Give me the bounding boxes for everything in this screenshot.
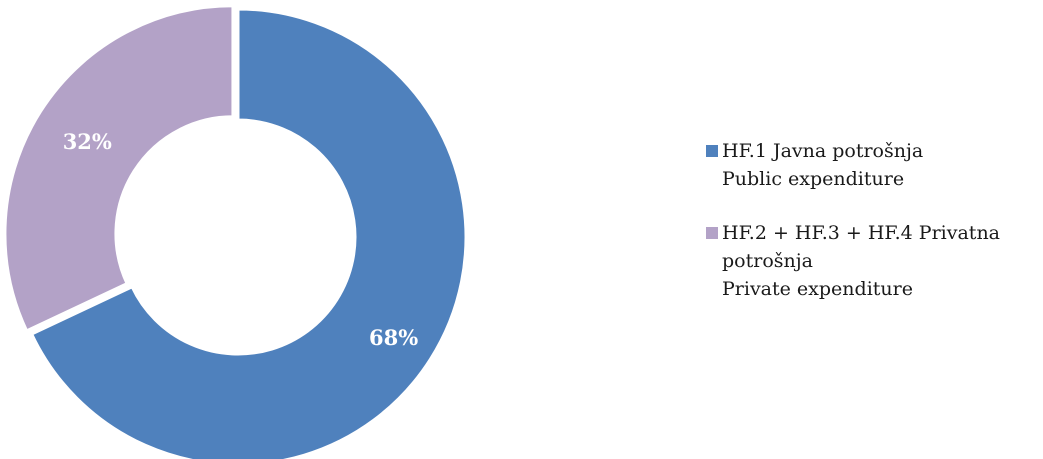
legend-label-private-en: Private expenditure	[722, 278, 913, 300]
legend-item-public: HF.1 Javna potrošnja Public expenditure	[706, 137, 1036, 193]
donut-slice-private	[3, 4, 235, 333]
legend-label-private-hr-line1: HF.2 + HF.3 + HF.4 Privatna	[722, 222, 1001, 244]
donut-chart: 68% 32%	[3, 4, 468, 459]
donut-slice-public	[29, 7, 468, 459]
legend-item-private: HF.2 + HF.3 + HF.4 Privatna potrošnja Pr…	[706, 219, 1036, 303]
slice-label-private: 32%	[63, 129, 112, 154]
legend-swatch-private	[706, 227, 718, 239]
legend-label-private-hr-line2: potrošnja	[722, 250, 813, 272]
slice-label-public: 68%	[369, 325, 418, 350]
legend-swatch-public	[706, 145, 718, 157]
legend-label-public-hr: HF.1 Javna potrošnja	[722, 140, 924, 162]
legend: HF.1 Javna potrošnja Public expenditure …	[706, 137, 1036, 329]
legend-label-public-en: Public expenditure	[722, 168, 905, 190]
